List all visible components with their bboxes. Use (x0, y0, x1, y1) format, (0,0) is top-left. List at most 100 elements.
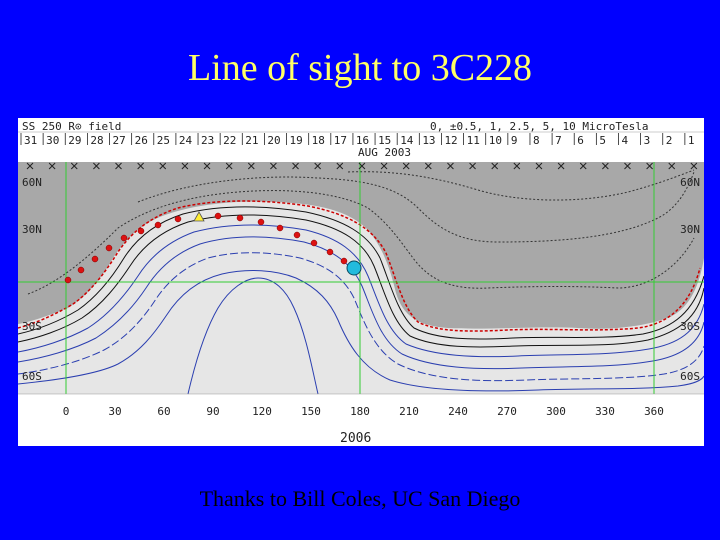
lon-tick-label: 90 (206, 405, 219, 418)
day-tick-label: 22 (223, 134, 236, 147)
day-tick-label: 20 (267, 134, 280, 147)
x-mark-icon (70, 162, 78, 170)
lat-label-right: 60S (680, 370, 700, 383)
x-mark-icon (380, 162, 388, 170)
lat-label-right: 60N (680, 176, 700, 189)
day-tick-label: 11 (467, 134, 480, 147)
day-tick-row: 31 30 29 28 27 26 25 24 23 22 21 20 19 18 17 16 15 14 13 12… (20, 133, 695, 147)
x-mark-icon (48, 162, 56, 170)
day-tick-label: 19 (290, 134, 303, 147)
day-tick-label: 13 (422, 134, 435, 147)
line-of-sight (64, 212, 348, 284)
x-mark-icon (181, 162, 189, 170)
lon-tick-label: 360 (644, 405, 664, 418)
slide-title: Line of sight to 3C228 (187, 47, 533, 89)
day-tick-label: 31 (24, 134, 37, 147)
day-tick-label: 12 (444, 134, 457, 147)
synoptic-map: SS 250 R⊙ field 0, ±0.5, 1, 2.5, 5, 10 M… (18, 118, 704, 446)
neutral-line (18, 200, 701, 332)
x-mark-icon (424, 162, 432, 170)
day-tick-label: 14 (400, 134, 414, 147)
lon-tick-label: 30 (108, 405, 121, 418)
lat-labels-left: 60N 30N 30S 60S (22, 176, 42, 383)
header-right: 0, ±0.5, 1, 2.5, 5, 10 MicroTesla (430, 120, 649, 133)
day-tick-label: 5 (599, 134, 606, 147)
day-tick-label: 15 (378, 134, 391, 147)
x-mark-icon (646, 162, 653, 170)
lon-tick-label: 150 (301, 405, 321, 418)
lat-labels-right: 60N 30N 30S 60S (680, 176, 700, 383)
day-tick-label: 8 (533, 134, 540, 147)
x-mark-icon (137, 162, 144, 170)
month-label: AUG 2003 (358, 146, 411, 159)
day-tick-label: 17 (334, 134, 347, 147)
day-tick-label: 6 (577, 134, 584, 147)
lon-tick-label: 120 (252, 405, 272, 418)
x-mark-icon (690, 162, 698, 170)
x-mark-icon (26, 162, 34, 170)
day-tick-label: 4 (621, 134, 628, 147)
positive-region (18, 162, 704, 329)
lon-tick-row: 0 30 60 90 120 150 180 210 240 270 300 330 360 (63, 405, 664, 418)
x-mark-icon (535, 162, 543, 170)
x-mark-icon (579, 162, 587, 170)
x-mark-icon (469, 162, 476, 170)
x-mark-icon (336, 162, 344, 170)
lat-label-left: 60S (22, 370, 42, 383)
x-mark-icon (314, 162, 322, 170)
lon-tick-label: 270 (497, 405, 517, 418)
x-mark-icon (270, 162, 277, 170)
x-mark-icon (447, 162, 454, 170)
x-mark-icon (668, 162, 676, 170)
x-mark-icon (602, 162, 609, 170)
lon-tick-label: 180 (350, 405, 370, 418)
day-tick-label: 10 (489, 134, 502, 147)
day-tick-label: 25 (157, 134, 170, 147)
target-circle-icon (346, 260, 362, 276)
x-mark-icon (292, 162, 299, 170)
x-mark-icon (225, 162, 233, 170)
x-mark-icon (358, 162, 366, 170)
x-mark-icon (557, 162, 565, 170)
day-tick-label: 7 (555, 134, 562, 147)
lon-tick-label: 210 (399, 405, 419, 418)
x-mark-icon (247, 162, 255, 170)
lat-label-left: 60N (22, 176, 42, 189)
lat-label-right: 30S (680, 320, 700, 333)
day-tick-label: 1 (688, 134, 695, 147)
day-tick-label: 16 (356, 134, 369, 147)
lon-tick-label: 0 (63, 405, 70, 418)
x-mark-icon (203, 162, 211, 170)
day-tick-label: 9 (511, 134, 518, 147)
lat-label-left: 30N (22, 223, 42, 236)
x-mark-icon (491, 162, 499, 170)
x-mark-icon (159, 162, 167, 170)
day-tick-label: 27 (113, 134, 126, 147)
lon-tick-label: 330 (595, 405, 615, 418)
lon-tick-label: 300 (546, 405, 566, 418)
lon-tick-label: 240 (448, 405, 468, 418)
day-tick-label: 2 (666, 134, 673, 147)
triangle-marker-icon (193, 211, 205, 222)
lat-label-left: 30S (22, 320, 42, 333)
day-tick-label: 21 (245, 134, 258, 147)
x-mark-icon (513, 162, 521, 170)
day-tick-label: 3 (644, 134, 651, 147)
day-tick-label: 26 (135, 134, 148, 147)
credit-text: Thanks to Bill Coles, UC San Diego (199, 486, 521, 511)
x-mark-icon (115, 162, 122, 170)
day-tick-label: 28 (90, 134, 103, 147)
rotation-label: 2006 (340, 431, 371, 446)
lon-tick-label: 60 (157, 405, 170, 418)
lat-label-right: 30N (680, 223, 700, 236)
day-tick-label: 30 (46, 134, 59, 147)
day-markers (26, 162, 698, 170)
header-left: SS 250 R⊙ field (22, 120, 121, 133)
day-tick-label: 23 (201, 134, 214, 147)
x-mark-icon (402, 162, 410, 170)
day-tick-label: 24 (179, 134, 193, 147)
x-mark-icon (93, 162, 100, 170)
day-tick-label: 18 (312, 134, 325, 147)
day-tick-label: 29 (68, 134, 81, 147)
x-mark-icon (624, 162, 631, 170)
